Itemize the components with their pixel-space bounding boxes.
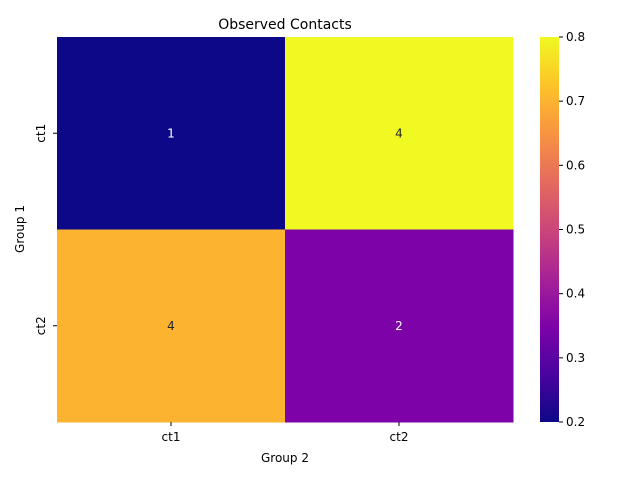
cell-annotation: 1 bbox=[167, 126, 175, 140]
x-tick-label: ct2 bbox=[390, 430, 409, 444]
chart-title: Observed Contacts bbox=[218, 17, 352, 33]
colorbar bbox=[540, 37, 559, 422]
x-axis-ticks: ct1 ct2 bbox=[162, 422, 409, 444]
y-tick-label: ct1 bbox=[34, 124, 48, 143]
cell-annotation: 4 bbox=[167, 319, 175, 333]
y-axis-ticks: ct1 ct2 bbox=[34, 124, 57, 335]
colorbar-tick-label: 0.2 bbox=[566, 415, 585, 429]
colorbar-tick-label: 0.8 bbox=[566, 30, 585, 44]
y-axis-label: Group 1 bbox=[13, 205, 27, 253]
y-tick-label: ct2 bbox=[34, 316, 48, 335]
heatmap-cell-ct1-ct2 bbox=[285, 37, 514, 230]
cell-annotation: 2 bbox=[395, 319, 403, 333]
colorbar-tick-label: 0.7 bbox=[566, 94, 585, 108]
colorbar-tick-label: 0.4 bbox=[566, 287, 585, 301]
heatmap-cell-ct1-ct1 bbox=[57, 37, 286, 230]
heatmap-cells: 1 4 4 2 bbox=[57, 37, 514, 423]
x-tick-label: ct1 bbox=[162, 430, 181, 444]
colorbar-tick-label: 0.5 bbox=[566, 223, 585, 237]
colorbar-tick-label: 0.3 bbox=[566, 351, 585, 365]
colorbar-ticks: 0.2 0.3 0.4 0.5 0.6 0.7 0.8 bbox=[559, 30, 585, 429]
heatmap-cell-ct2-ct1 bbox=[57, 229, 286, 423]
cell-annotation: 4 bbox=[395, 126, 403, 140]
heatmap-cell-ct2-ct2 bbox=[285, 229, 514, 423]
colorbar-tick-label: 0.6 bbox=[566, 158, 585, 172]
x-axis-label: Group 2 bbox=[261, 451, 309, 465]
